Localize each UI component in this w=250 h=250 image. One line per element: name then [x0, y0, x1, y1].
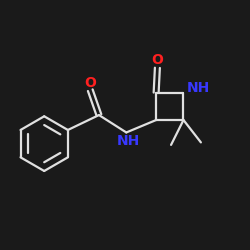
- Text: NH: NH: [117, 134, 141, 148]
- Text: NH: NH: [187, 81, 210, 95]
- Text: O: O: [84, 76, 96, 90]
- Text: O: O: [152, 53, 163, 67]
